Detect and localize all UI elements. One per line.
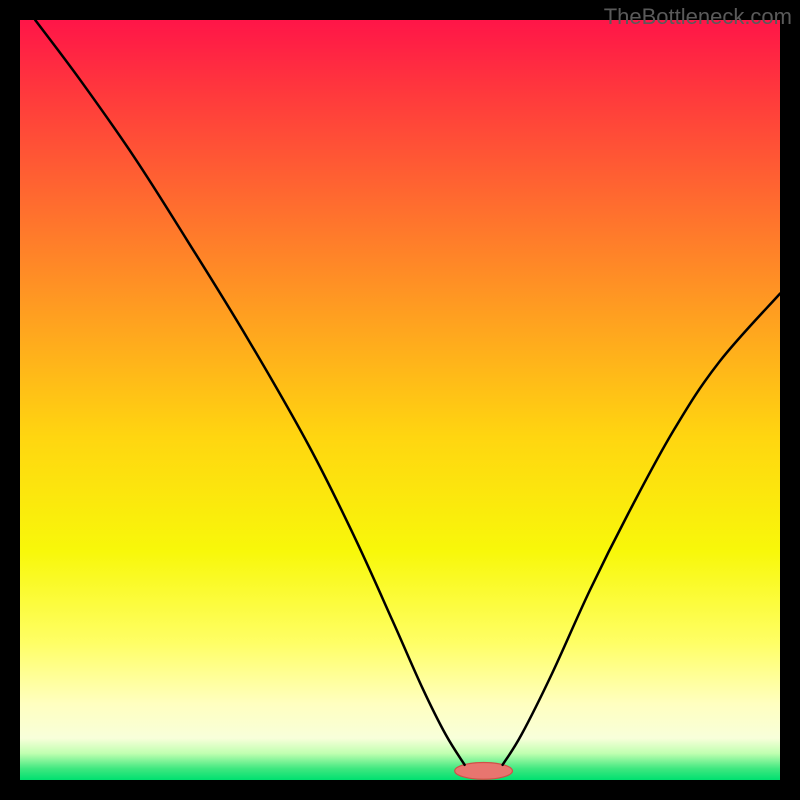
bottleneck-chart: TheBottleneck.com	[0, 0, 800, 800]
chart-svg	[0, 0, 800, 800]
watermark-text: TheBottleneck.com	[604, 4, 792, 30]
